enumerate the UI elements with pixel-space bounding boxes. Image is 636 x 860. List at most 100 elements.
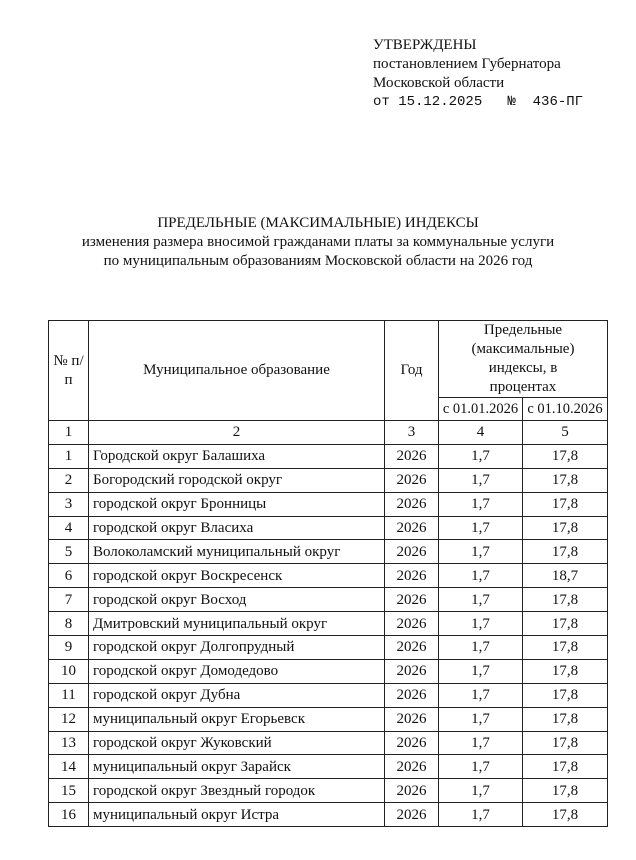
index-jan: 1,7	[438, 682, 523, 708]
row-number: 11	[48, 682, 89, 708]
row-number: 14	[48, 754, 89, 780]
year: 2026	[384, 706, 439, 732]
index-oct: 17,8	[522, 730, 608, 756]
header-from-oct: с 01.10.2026	[522, 397, 608, 421]
index-oct: 17,8	[522, 658, 608, 684]
year: 2026	[384, 611, 439, 637]
approval-number: № 436-ПГ	[507, 94, 584, 110]
year: 2026	[384, 539, 439, 565]
row-number: 15	[48, 778, 89, 804]
year: 2026	[384, 658, 439, 684]
approval-heading: УТВЕРЖДЕНЫ	[373, 37, 477, 53]
municipality-name: городской округ Звездный городок	[88, 778, 385, 804]
municipality-name: Волоколамский муниципальный округ	[88, 539, 385, 565]
index-jan: 1,7	[438, 539, 523, 565]
index-oct: 17,8	[522, 611, 608, 637]
municipality-name: Дмитровский муниципальный округ	[88, 611, 385, 637]
row-number: 8	[48, 611, 89, 637]
approval-stamp: УТВЕРЖДЕНЫ постановлением Губернатора Мо…	[373, 36, 583, 112]
col-number: 4	[438, 420, 523, 445]
table-row: 16 муниципальный округ Истра 2026 1,7 17,8	[48, 802, 608, 828]
col-number: 1	[48, 420, 89, 445]
col-number: 3	[384, 420, 439, 445]
index-oct: 17,8	[522, 443, 608, 469]
municipality-name: городской округ Восход	[88, 587, 385, 613]
year: 2026	[384, 467, 439, 493]
table-row: 2 Богородский городской округ 2026 1,7 17,8	[48, 467, 608, 493]
approval-date-number: от 15.12.2025 № 436-ПГ	[373, 93, 583, 112]
row-number: 9	[48, 635, 89, 660]
index-oct: 17,8	[522, 467, 608, 493]
index-oct: 17,8	[522, 778, 608, 804]
municipality-name: городской округ Власиха	[88, 515, 385, 541]
table-row: 11 городской округ Дубна 2026 1,7 17,8	[48, 682, 608, 708]
table-row: 7 городской округ Восход 2026 1,7 17,8	[48, 587, 608, 613]
column-number-row: 1 2 3 4 5	[48, 420, 608, 445]
header-year: Год	[384, 320, 439, 421]
header-from-jan: с 01.01.2026	[438, 397, 523, 421]
row-number: 5	[48, 539, 89, 565]
municipality-name: городской округ Бронницы	[88, 491, 385, 517]
index-oct: 17,8	[522, 802, 608, 828]
index-jan: 1,7	[438, 611, 523, 637]
table-row: 6 городской округ Воскресенск 2026 1,7 18,7	[48, 563, 608, 589]
row-number: 7	[48, 587, 89, 613]
municipality-name: городской округ Долгопрудный	[88, 635, 385, 660]
year: 2026	[384, 778, 439, 804]
index-jan: 1,7	[438, 802, 523, 828]
title-subheading: по муниципальным образованиям Московской…	[103, 253, 533, 269]
row-number: 13	[48, 730, 89, 756]
table-row: 8 Дмитровский муниципальный округ 2026 1,7 1…	[48, 611, 608, 637]
municipality-name: городской округ Жуковский	[88, 730, 385, 756]
approval-line: Московской области	[373, 75, 505, 91]
header-num: № п/п	[48, 320, 89, 421]
table-row: 3 городской округ Бронницы 2026 1,7 17,8	[48, 491, 608, 517]
index-jan: 1,7	[438, 515, 523, 541]
table-row: 13 городской округ Жуковский 2026 1,7 17,8	[48, 730, 608, 756]
index-oct: 17,8	[522, 491, 608, 517]
index-jan: 1,7	[438, 754, 523, 780]
index-jan: 1,7	[438, 658, 523, 684]
indices-table: № п/п Муниципальное образование Год Пред…	[48, 320, 608, 828]
index-oct: 17,8	[522, 515, 608, 541]
index-oct: 17,8	[522, 635, 608, 660]
index-jan: 1,7	[438, 778, 523, 804]
municipality-name: муниципальный округ Егорьевск	[88, 706, 385, 732]
header-municipality: Муниципальное образование	[88, 320, 385, 421]
row-number: 3	[48, 491, 89, 517]
municipality-name: городской округ Воскресенск	[88, 563, 385, 589]
year: 2026	[384, 730, 439, 756]
year: 2026	[384, 754, 439, 780]
index-oct: 17,8	[522, 587, 608, 613]
index-jan: 1,7	[438, 563, 523, 589]
col-number: 2	[88, 420, 385, 445]
table-row: 5 Волоколамский муниципальный округ 2026 1,…	[48, 539, 608, 565]
index-jan: 1,7	[438, 587, 523, 613]
title-subheading: изменения размера вносимой гражданами пл…	[81, 234, 555, 250]
municipality-name: городской округ Дубна	[88, 682, 385, 708]
index-jan: 1,7	[438, 491, 523, 517]
header-indices: Предельные (максимальные) индексы, в про…	[438, 320, 608, 398]
year: 2026	[384, 802, 439, 828]
document-title: ПРЕДЕЛЬНЫЕ (МАКСИМАЛЬНЫЕ) ИНДЕКСЫ измене…	[0, 214, 636, 271]
row-number: 1	[48, 443, 89, 469]
table-row: 15 городской округ Звездный городок 2026 1,…	[48, 778, 608, 804]
year: 2026	[384, 563, 439, 589]
table-row: 4 городской округ Власиха 2026 1,7 17,8	[48, 515, 608, 541]
title-heading: ПРЕДЕЛЬНЫЕ (МАКСИМАЛЬНЫЕ) ИНДЕКСЫ	[157, 215, 479, 231]
index-jan: 1,7	[438, 467, 523, 493]
municipality-name: Богородский городской округ	[88, 467, 385, 493]
municipality-name: Городской округ Балашиха	[88, 443, 385, 469]
row-number: 10	[48, 658, 89, 684]
index-oct: 17,8	[522, 706, 608, 732]
table-row: 9 городской округ Долгопрудный 2026 1,7 17,8	[48, 635, 608, 660]
municipality-name: муниципальный округ Истра	[88, 802, 385, 828]
municipality-name: муниципальный округ Зарайск	[88, 754, 385, 780]
row-number: 2	[48, 467, 89, 493]
index-oct: 17,8	[522, 682, 608, 708]
row-number: 4	[48, 515, 89, 541]
municipality-name: городской округ Домодедово	[88, 658, 385, 684]
table-row: 12 муниципальный округ Егорьевск 2026 1,7 17…	[48, 706, 608, 732]
index-oct: 17,8	[522, 754, 608, 780]
